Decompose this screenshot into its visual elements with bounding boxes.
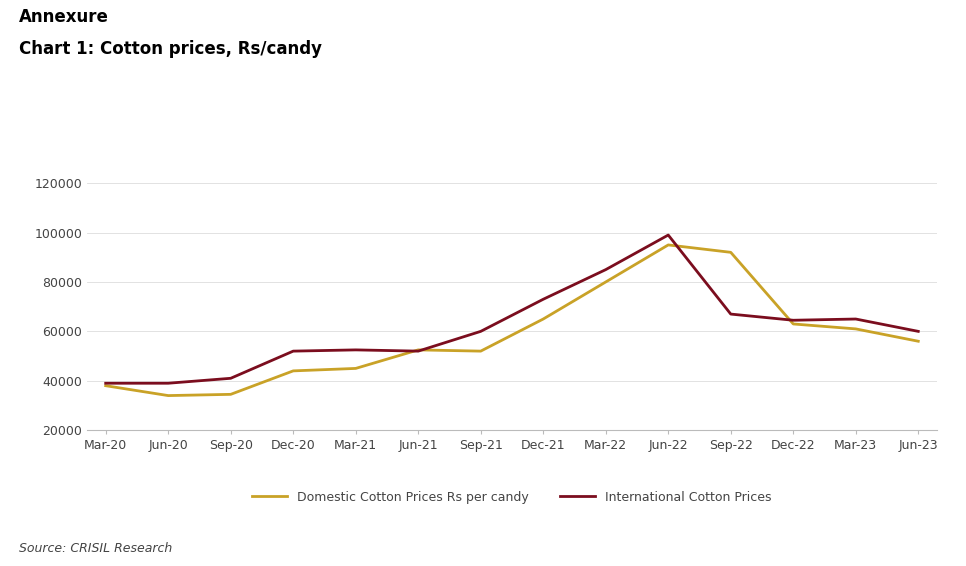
International Cotton Prices bbox=[600, 266, 611, 273]
International Cotton Prices bbox=[787, 317, 799, 324]
International Cotton Prices bbox=[537, 296, 549, 303]
Text: Source: CRISIL Research: Source: CRISIL Research bbox=[19, 542, 173, 555]
Domestic Cotton Prices Rs per candy bbox=[99, 382, 111, 389]
Domestic Cotton Prices Rs per candy bbox=[162, 392, 174, 399]
International Cotton Prices bbox=[288, 348, 299, 354]
Domestic Cotton Prices Rs per candy bbox=[350, 365, 361, 372]
International Cotton Prices bbox=[412, 348, 424, 354]
Line: International Cotton Prices: International Cotton Prices bbox=[105, 235, 919, 383]
Text: Chart 1: Cotton prices, Rs/candy: Chart 1: Cotton prices, Rs/candy bbox=[19, 40, 323, 58]
Domestic Cotton Prices Rs per candy bbox=[537, 316, 549, 323]
International Cotton Prices bbox=[475, 328, 487, 335]
Line: Domestic Cotton Prices Rs per candy: Domestic Cotton Prices Rs per candy bbox=[105, 245, 919, 396]
Domestic Cotton Prices Rs per candy bbox=[724, 249, 736, 256]
Text: Annexure: Annexure bbox=[19, 8, 109, 27]
International Cotton Prices bbox=[663, 231, 674, 238]
Domestic Cotton Prices Rs per candy bbox=[663, 242, 674, 248]
Domestic Cotton Prices Rs per candy bbox=[412, 346, 424, 353]
Domestic Cotton Prices Rs per candy bbox=[600, 278, 611, 285]
Domestic Cotton Prices Rs per candy bbox=[913, 338, 924, 345]
Domestic Cotton Prices Rs per candy bbox=[225, 391, 237, 398]
International Cotton Prices bbox=[350, 346, 361, 353]
International Cotton Prices bbox=[99, 380, 111, 387]
International Cotton Prices bbox=[162, 380, 174, 387]
International Cotton Prices bbox=[225, 375, 237, 381]
Domestic Cotton Prices Rs per candy bbox=[288, 367, 299, 374]
International Cotton Prices bbox=[913, 328, 924, 335]
Legend: Domestic Cotton Prices Rs per candy, International Cotton Prices: Domestic Cotton Prices Rs per candy, Int… bbox=[252, 491, 772, 504]
International Cotton Prices bbox=[850, 316, 862, 323]
International Cotton Prices bbox=[724, 311, 736, 318]
Domestic Cotton Prices Rs per candy bbox=[475, 348, 487, 354]
Domestic Cotton Prices Rs per candy bbox=[850, 325, 862, 332]
Domestic Cotton Prices Rs per candy bbox=[787, 320, 799, 327]
